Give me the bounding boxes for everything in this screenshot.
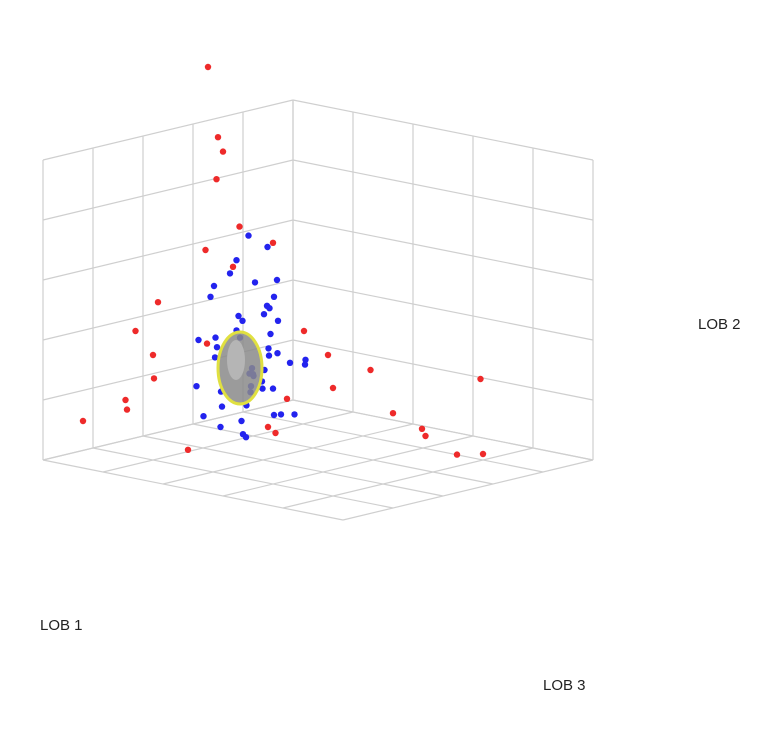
- point: [389, 410, 397, 417]
- grid-line: [292, 99, 594, 161]
- point: [283, 395, 291, 402]
- point: [211, 354, 219, 361]
- ellipsoid: [216, 330, 264, 406]
- point: [422, 432, 429, 440]
- point: [202, 246, 209, 254]
- grid-line: [222, 435, 474, 497]
- point: [200, 413, 207, 420]
- point: [269, 239, 277, 246]
- point: [245, 232, 252, 239]
- point: [132, 327, 139, 335]
- grid-line: [42, 219, 294, 281]
- point: [239, 317, 246, 324]
- point: [150, 375, 158, 382]
- point: [265, 345, 272, 352]
- grid-line: [42, 279, 294, 341]
- point: [286, 359, 294, 366]
- point: [273, 276, 281, 284]
- point: [291, 411, 298, 418]
- point: [214, 134, 222, 141]
- point: [226, 270, 234, 277]
- point: [266, 305, 273, 312]
- point: [477, 375, 484, 383]
- grid-line: [292, 219, 594, 281]
- point: [233, 257, 240, 264]
- point: [212, 334, 219, 341]
- point: [367, 366, 374, 374]
- point: [269, 385, 277, 392]
- point: [149, 351, 157, 359]
- grid-line: [242, 411, 544, 473]
- point: [277, 411, 285, 418]
- point: [453, 451, 461, 458]
- point: [272, 429, 279, 437]
- point: [79, 417, 87, 425]
- point: [479, 450, 487, 458]
- point: [235, 312, 242, 320]
- ellipsoid-highlight: [227, 340, 245, 380]
- point: [184, 446, 192, 453]
- point: [123, 406, 131, 413]
- point: [122, 396, 129, 404]
- grid-line: [42, 99, 294, 161]
- grid-line: [292, 279, 594, 341]
- x-axis-label: LOB 1: [40, 617, 83, 634]
- grid-line: [162, 423, 414, 485]
- point: [229, 263, 237, 270]
- point: [210, 282, 218, 290]
- grid-line: [142, 435, 444, 497]
- point: [329, 384, 337, 392]
- grid-line: [282, 447, 534, 509]
- point: [300, 327, 308, 335]
- point: [274, 350, 281, 357]
- point: [264, 423, 272, 431]
- grid-line: [292, 339, 594, 401]
- point: [213, 176, 220, 183]
- point: [204, 63, 212, 71]
- point: [219, 148, 227, 155]
- point: [274, 317, 282, 324]
- point: [259, 385, 266, 392]
- point: [193, 383, 200, 390]
- point: [213, 344, 221, 351]
- points: [79, 63, 487, 458]
- z-axis-label: LOB 3: [543, 677, 586, 694]
- point: [251, 279, 259, 286]
- point: [238, 417, 245, 425]
- point: [265, 352, 273, 359]
- point: [242, 434, 250, 441]
- grid-line: [42, 399, 294, 461]
- grid-line: [192, 423, 494, 485]
- point: [218, 403, 226, 410]
- point: [264, 243, 271, 251]
- point: [217, 423, 224, 431]
- y-axis-label: LOB 2: [698, 316, 741, 333]
- point: [207, 293, 214, 300]
- point: [195, 336, 202, 344]
- point: [324, 351, 332, 359]
- point: [154, 299, 162, 306]
- point: [270, 293, 278, 300]
- point: [267, 330, 274, 338]
- grid-line: [342, 459, 594, 521]
- grid-line: [292, 399, 594, 461]
- grid-line: [102, 411, 354, 473]
- point: [260, 311, 268, 318]
- point: [418, 425, 426, 432]
- point: [302, 356, 309, 363]
- point: [301, 361, 309, 368]
- grid-line: [92, 447, 394, 509]
- point: [270, 411, 278, 419]
- point: [203, 340, 211, 347]
- grid-line: [42, 459, 344, 521]
- grid-line: [292, 159, 594, 221]
- grid: [42, 99, 594, 521]
- point: [236, 223, 243, 230]
- grid-line: [42, 159, 294, 221]
